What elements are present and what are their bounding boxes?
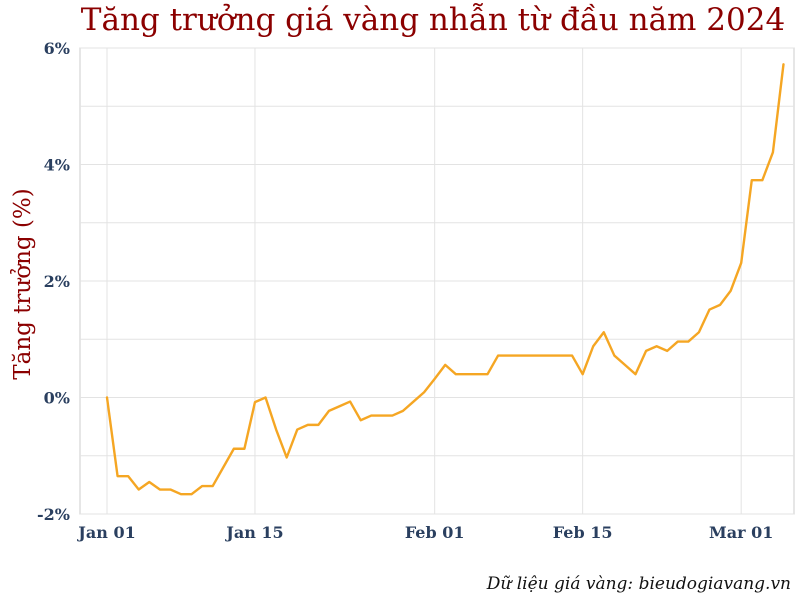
x-tick-label: Feb 01: [405, 523, 465, 542]
series-line: [105, 63, 785, 496]
y-axis-ticks: -2% 0% 2% 4% 6%: [37, 39, 70, 524]
x-tick-label: Mar 01: [709, 523, 773, 542]
y-tick-label: 0%: [44, 389, 70, 408]
source-note: Dữ liệu giá vàng: bieudogiavang.vn: [486, 574, 791, 594]
gridlines: [80, 47, 794, 515]
y-tick-label: 2%: [44, 272, 70, 291]
chart-title: Tăng trưởng giá vàng nhẫn từ đầu năm 202…: [80, 2, 786, 38]
y-tick-label: 4%: [44, 156, 70, 175]
x-axis-ticks: Jan 01 Jan 15 Feb 01 Feb 15 Mar 01: [76, 523, 773, 542]
y-tick-label: 6%: [44, 39, 70, 58]
x-tick-label: Jan 01: [76, 523, 135, 542]
series-lines: [105, 63, 785, 496]
x-tick-label: Jan 15: [224, 523, 283, 542]
x-tick-label: Feb 15: [553, 523, 613, 542]
y-tick-label: -2%: [37, 505, 70, 524]
